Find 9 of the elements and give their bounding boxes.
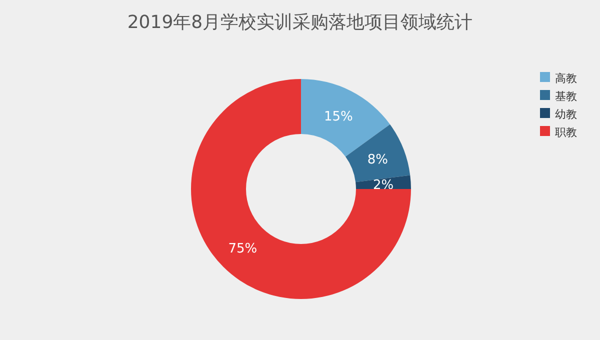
- legend-label: 高教: [555, 72, 577, 85]
- legend-label: 幼教: [555, 108, 577, 121]
- legend-label: 基教: [555, 90, 577, 103]
- data-label: 2%: [373, 178, 394, 193]
- data-label: 75%: [228, 241, 258, 256]
- legend-label: 职教: [555, 126, 577, 139]
- data-label: 15%: [324, 109, 353, 124]
- chart-title: 2019年8月学校实训采购落地项目领域统计: [127, 12, 473, 33]
- data-label: 8%: [367, 152, 388, 168]
